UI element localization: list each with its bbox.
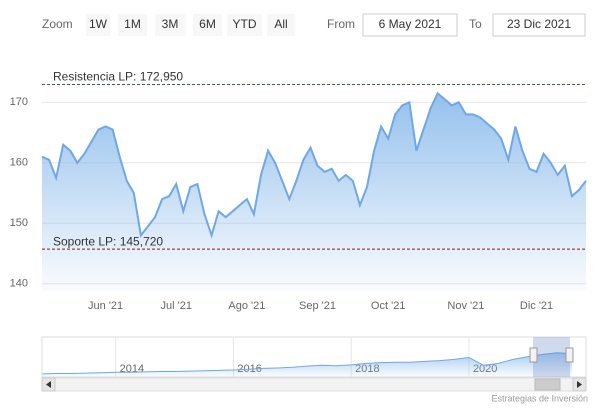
- area-line: [41, 91, 587, 239]
- x-tick-label: Ago '21: [228, 300, 265, 312]
- y-tick-label: 140: [10, 278, 28, 290]
- range-button-label[interactable]: All: [274, 17, 287, 31]
- navigator-outline: [41, 336, 587, 378]
- from-value[interactable]: 6 May 2021: [379, 17, 442, 31]
- range-button[interactable]: [86, 14, 110, 36]
- range-button[interactable]: [155, 14, 185, 36]
- x-tick-label: Jun '21: [88, 300, 123, 312]
- range-button[interactable]: [118, 14, 147, 36]
- arrow-icon: [46, 381, 51, 388]
- range-button[interactable]: [193, 14, 222, 36]
- navigator-handle[interactable]: [565, 347, 574, 363]
- navigator: 2014201620182020: [41, 338, 573, 377]
- area-line: [41, 352, 573, 375]
- y-tick-label: 150: [10, 217, 28, 229]
- x-tick-label: Nov '21: [447, 300, 484, 312]
- plot-line-label: Resistencia LP: 172,950: [53, 70, 183, 84]
- zoom-label: Zoom: [42, 17, 73, 31]
- y-tick-label: 170: [10, 96, 28, 108]
- x-tick-label: Dic '21: [520, 300, 553, 312]
- main-plot: 140 150 160 170 Jun '21 Jul '21 Ago '21 Sep '21…: [10, 70, 587, 312]
- x-tick-label: Sep '21: [299, 300, 336, 312]
- to-input[interactable]: [492, 13, 586, 37]
- y-tick-label: 160: [10, 157, 28, 169]
- range-button-label[interactable]: YTD: [233, 17, 257, 31]
- navigator-handle[interactable]: [529, 347, 538, 363]
- area-fill: [42, 93, 586, 291]
- navigator-mask[interactable]: [533, 337, 570, 377]
- from-input[interactable]: [362, 13, 458, 37]
- plot-line-label: Soporte LP: 145,720: [53, 234, 163, 248]
- credits[interactable]: Estrategias de Inversión: [491, 393, 588, 403]
- x-tick-label: Jul '21: [161, 300, 192, 312]
- range-buttons: 1W 1M 3M 6M YTD All: [86, 14, 295, 36]
- range-button-label[interactable]: 1M: [124, 17, 141, 31]
- to-label: To: [469, 17, 482, 31]
- arrow-icon: [577, 381, 582, 388]
- range-button-label[interactable]: 1W: [89, 17, 108, 31]
- range-button[interactable]: [227, 14, 262, 36]
- from-label: From: [327, 17, 355, 31]
- scrollbar-track[interactable]: [41, 377, 587, 392]
- range-button-label[interactable]: 3M: [162, 17, 179, 31]
- range-button[interactable]: [267, 14, 295, 36]
- scroll-thumb[interactable]: [534, 378, 561, 391]
- area-fill: [42, 352, 572, 377]
- to-value[interactable]: 23 Dic 2021: [507, 17, 571, 31]
- range-button-label[interactable]: 6M: [199, 17, 216, 31]
- x-tick-label: Oct '21: [371, 300, 406, 312]
